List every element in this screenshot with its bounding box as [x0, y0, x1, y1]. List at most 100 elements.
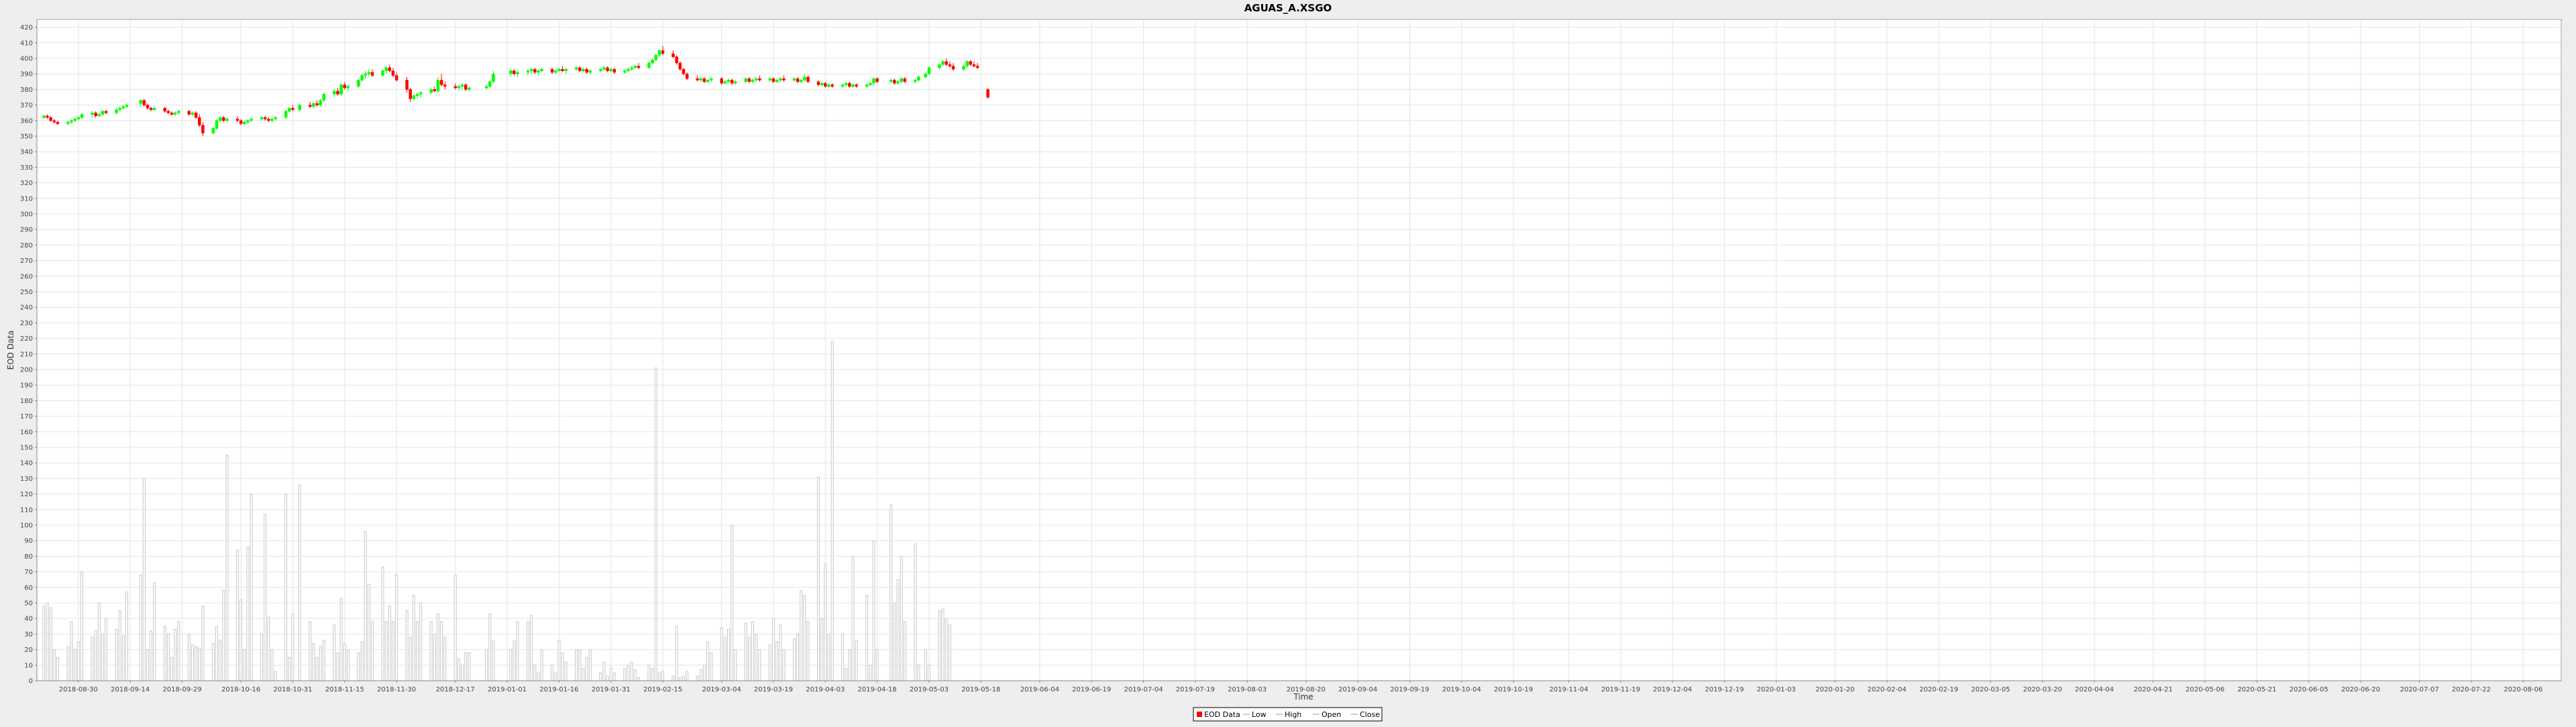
volume-bar: [803, 594, 806, 681]
candle: [360, 74, 364, 82]
candle: [394, 72, 398, 82]
volume-bar: [440, 621, 443, 681]
volume-bar: [468, 652, 471, 681]
volume-bar: [792, 638, 796, 681]
candle-body: [830, 85, 834, 87]
candle: [370, 69, 374, 77]
volume-bar: [602, 661, 606, 681]
volume-bar: [412, 594, 415, 681]
candle-body: [115, 109, 118, 113]
candle: [865, 83, 869, 89]
candle-body: [796, 78, 800, 82]
candle-body: [357, 80, 360, 87]
candle: [975, 62, 979, 70]
candle-body: [333, 91, 336, 95]
y-tick-label: 110: [20, 506, 33, 514]
x-tick-label: 2020-05-06: [2186, 686, 2224, 693]
volume-bar: [651, 667, 654, 681]
x-axis: 2018-08-30 2018-09-14 2018-09-29 2018-10-16…: [37, 680, 2561, 693]
candle: [965, 60, 969, 68]
candle: [235, 115, 239, 123]
candle: [91, 111, 94, 118]
candle: [924, 72, 928, 79]
candle-body: [682, 68, 686, 74]
candle: [816, 80, 820, 87]
y-tick-label: 120: [20, 491, 33, 498]
volume-bar: [76, 641, 80, 681]
x-tick-label: 2019-11-19: [1601, 686, 1640, 693]
candle: [243, 120, 246, 125]
volume-bar: [710, 652, 713, 681]
x-axis-label: Time: [1293, 692, 1313, 702]
candle: [969, 60, 973, 66]
candle: [948, 61, 952, 68]
candle: [633, 64, 637, 70]
candle-body: [561, 68, 564, 71]
candle: [468, 86, 471, 91]
candle: [263, 115, 267, 121]
candle: [796, 76, 800, 84]
candle-body: [972, 64, 976, 66]
volume-bar: [945, 618, 948, 681]
volume-bar: [661, 671, 665, 681]
candle: [139, 99, 142, 107]
volume-bar: [405, 610, 409, 681]
candle: [848, 81, 851, 89]
candle-body: [903, 78, 907, 82]
candle-body: [346, 86, 350, 89]
candle: [315, 100, 319, 107]
candle-body: [771, 78, 775, 82]
volume-bar: [699, 669, 702, 681]
volume-bar: [924, 649, 927, 681]
candle-body: [848, 82, 851, 87]
y-tick-label: 270: [20, 258, 33, 265]
candle-body: [492, 73, 495, 82]
candle: [550, 67, 554, 74]
candle: [322, 93, 326, 102]
volume-bar: [322, 640, 325, 681]
candle-body: [516, 72, 519, 74]
candle: [364, 70, 367, 79]
candle: [260, 115, 264, 121]
volume-bar: [381, 567, 384, 681]
candle-body: [582, 68, 585, 71]
candle-body: [370, 72, 374, 76]
x-tick-label: 2019-10-04: [1442, 686, 1481, 693]
volume-bar: [42, 606, 46, 681]
candle-body: [436, 80, 440, 91]
volume-bar: [343, 642, 346, 681]
candle: [222, 115, 225, 123]
x-tick-label: 2019-08-03: [1228, 686, 1267, 693]
candle: [312, 101, 315, 109]
candle: [218, 115, 222, 123]
candle: [582, 67, 585, 72]
candle-body: [381, 70, 384, 76]
candle: [771, 76, 775, 84]
legend-label-close: Close: [1360, 710, 1380, 719]
candle-body: [260, 117, 264, 119]
volume-bar: [647, 665, 651, 681]
volume-bar: [530, 615, 533, 681]
volume-bar: [609, 667, 612, 681]
candle: [42, 114, 46, 119]
candle-body: [824, 82, 827, 87]
candle: [627, 67, 630, 72]
candle-body: [312, 103, 315, 107]
volume-bar: [938, 610, 941, 681]
candle-body: [889, 80, 893, 82]
volume-bar: [588, 649, 592, 681]
candle-body: [754, 78, 758, 80]
candle-body: [388, 67, 392, 71]
candle-body: [291, 107, 294, 110]
candle-body: [222, 117, 225, 121]
candle: [56, 120, 60, 125]
volume-bar: [239, 599, 243, 681]
candle: [453, 83, 457, 90]
candle-body: [975, 66, 979, 68]
volume-bar: [125, 592, 129, 681]
volume-bar: [575, 649, 578, 681]
candle-body: [170, 112, 174, 115]
candle: [533, 67, 537, 74]
candle: [97, 113, 101, 118]
volume-bar: [153, 582, 156, 681]
